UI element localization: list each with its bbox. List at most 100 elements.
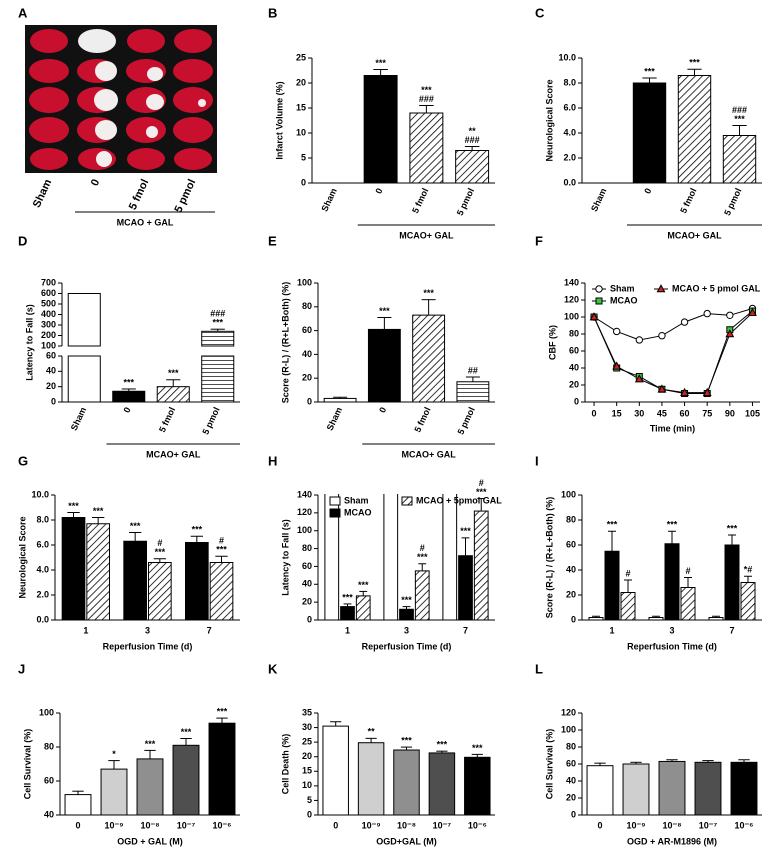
x-tick-label: 3 <box>145 625 150 635</box>
significance-label: ### <box>732 105 747 115</box>
y-tick-label: 20 <box>296 77 306 87</box>
x-tick-label: 105 <box>745 408 760 418</box>
y-tick-label: 80 <box>302 301 312 311</box>
y-tick-label: 0 <box>307 809 312 819</box>
y-tick-label: 0 <box>307 396 312 406</box>
legend-label: Sham <box>344 495 369 505</box>
y-tick-label: 100 <box>39 707 54 717</box>
significance-label: *** <box>217 706 228 716</box>
x-tick-label: 75 <box>702 408 712 418</box>
y-tick-label: 10.0 <box>558 52 576 62</box>
y-axis-label: Latency to Fall (s) <box>280 519 290 596</box>
y-tick-label: 40 <box>302 579 312 589</box>
x-tick-label: 1 <box>609 625 614 635</box>
legend-label: MCAO + 5pmol GAL <box>416 495 502 505</box>
legend-marker <box>595 297 603 305</box>
bar <box>324 494 340 621</box>
significance-label: *** <box>130 521 141 531</box>
y-tick-label: 60 <box>44 775 54 785</box>
marker <box>680 387 690 396</box>
y-tick-label: 20 <box>566 792 576 802</box>
x-tick-label: 10⁻⁹ <box>362 820 381 830</box>
bar <box>632 82 667 184</box>
marker <box>702 387 712 396</box>
y-tick-label: 60 <box>566 758 576 768</box>
significance-label: # <box>685 566 690 576</box>
significance-label: *** <box>476 487 487 497</box>
y-tick-label: 0.0 <box>563 177 576 187</box>
y-tick-label: 5 <box>301 152 306 162</box>
legend-label: MCAO <box>610 295 638 305</box>
y-tick-label: 10.0 <box>31 489 49 499</box>
significance-label: *** <box>437 740 448 750</box>
y-tick-label: 120 <box>564 294 579 304</box>
x-tick-label: 5 pmol <box>456 406 477 437</box>
x-tick-label: Sham <box>319 187 338 213</box>
marker <box>634 374 644 383</box>
y-tick-label: 20 <box>569 379 579 389</box>
y-axis-label: Latency to Fall (s) <box>24 304 34 381</box>
x-axis-label: Reperfusion Time (d) <box>103 641 193 651</box>
marker <box>635 336 644 344</box>
x-tick-label: 45 <box>657 408 667 418</box>
panel-letter: F <box>535 233 543 248</box>
legend-marker <box>595 285 603 293</box>
y-tick-label: 6.0 <box>563 102 576 112</box>
y-axis-label: Infarct Volume (%) <box>274 81 284 159</box>
y-tick-label: 80 <box>566 741 576 751</box>
y-tick-label: 15 <box>302 766 312 776</box>
panel-letter: A <box>18 5 28 20</box>
bar <box>680 587 696 621</box>
y-axis-label: Neurological Score <box>17 516 27 598</box>
y-tick-label: 10 <box>302 780 312 790</box>
bar <box>664 543 680 621</box>
y-tick-label: 80 <box>569 328 579 338</box>
y-tick-label: 8.0 <box>36 514 49 524</box>
group-label: MCAO+ GAL <box>399 230 454 240</box>
y-tick-label: 60 <box>46 350 56 360</box>
y-tick-label: 100 <box>561 489 576 499</box>
legend-swatch <box>329 508 341 518</box>
x-tick-label: 0 <box>373 187 384 196</box>
series-line <box>593 312 753 394</box>
significance-label: *** <box>727 523 738 533</box>
y-tick-label: 40 <box>46 366 56 376</box>
x-tick-label: 5 fmol <box>157 406 177 434</box>
panel-letter: J <box>18 661 25 676</box>
x-axis-label: Reperfusion Time (d) <box>362 641 452 651</box>
significance-label: *** <box>401 595 412 605</box>
bar <box>393 749 420 816</box>
significance-label: *** <box>342 592 353 602</box>
y-tick-label: 100 <box>564 311 579 321</box>
y-tick-label: 100 <box>297 277 312 287</box>
significance-label: *** <box>460 526 471 536</box>
bar <box>100 768 128 816</box>
x-axis-label: OGD + GAL (M) <box>117 836 183 846</box>
y-tick-label: 60 <box>569 345 579 355</box>
x-tick-label: 3 <box>669 625 674 635</box>
x-tick-label: 5 pmol <box>172 177 198 214</box>
x-tick-label: 5 fmol <box>678 187 698 215</box>
marker <box>725 329 735 338</box>
significance-label: *** <box>123 377 134 387</box>
bar <box>586 765 614 816</box>
bar <box>323 397 357 403</box>
significance-label: # <box>420 543 425 553</box>
y-axis-label: Cell Death (%) <box>280 734 290 795</box>
significance-label: *** <box>472 743 483 753</box>
significance-label: *** <box>417 552 428 562</box>
y-axis-label: Cell Survival (%) <box>544 729 554 800</box>
y-tick-label: 8.0 <box>563 77 576 87</box>
bar <box>201 330 235 347</box>
x-tick-label: 0 <box>592 408 597 418</box>
significance-label: *** <box>168 368 179 378</box>
marker <box>612 327 621 336</box>
y-tick-label: 25 <box>302 737 312 747</box>
x-tick-label: 10⁻⁶ <box>468 820 487 830</box>
y-tick-label: 300 <box>41 319 56 329</box>
x-tick-label: 7 <box>463 625 468 635</box>
y-tick-label: 100 <box>561 724 576 734</box>
bar <box>412 314 446 403</box>
y-tick-label: 4.0 <box>563 127 576 137</box>
